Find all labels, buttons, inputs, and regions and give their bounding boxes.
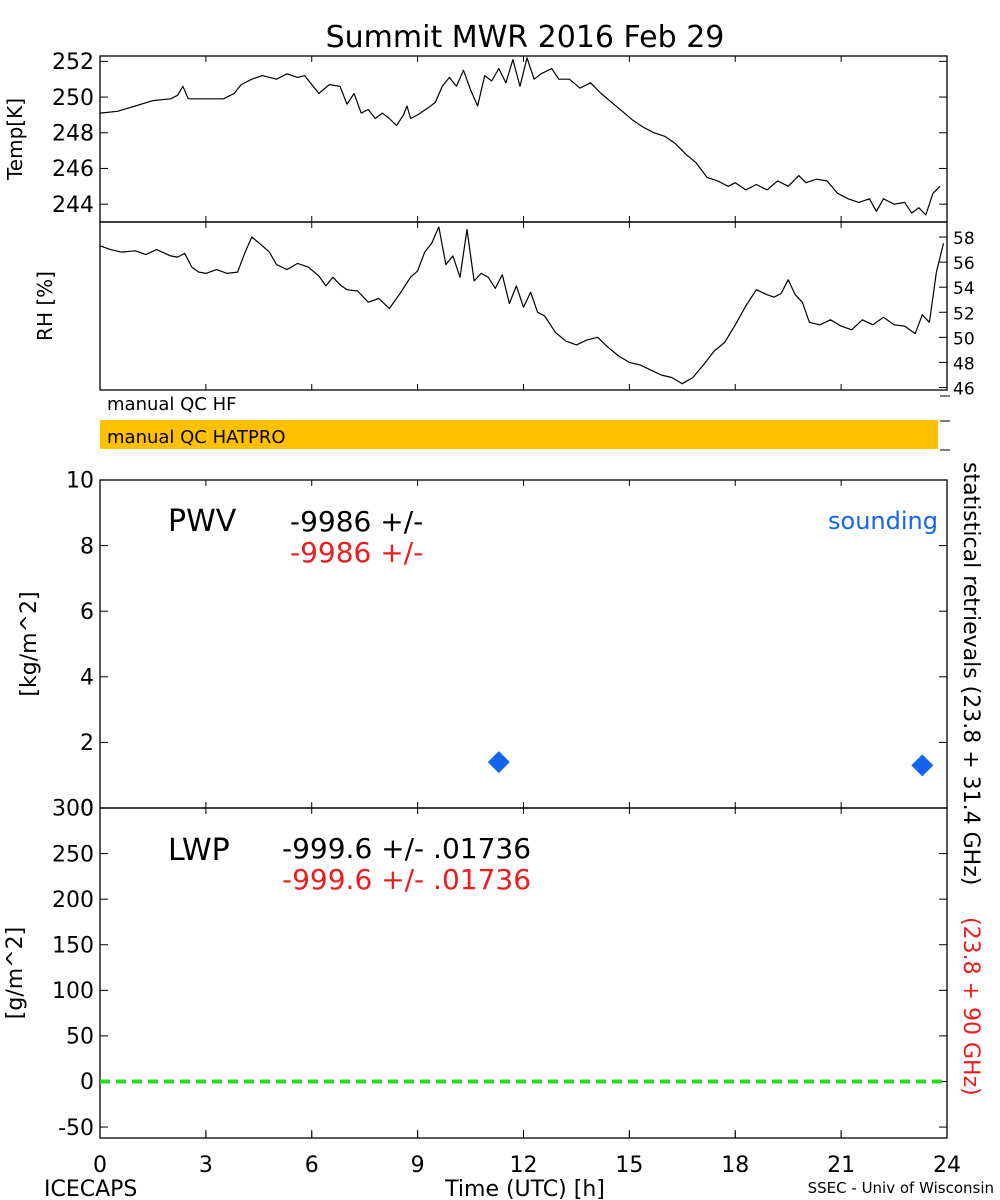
lwp-value-red: -999.6 +/- .01736: [282, 863, 531, 896]
y-tick-label: 252: [52, 50, 94, 75]
footer-right: SSEC - Univ of Wisconsin: [808, 1179, 994, 1197]
qc-label: manual QC HATPRO: [107, 427, 286, 448]
x-tick-label: 9: [411, 1153, 425, 1178]
y-tick-label: 248: [52, 121, 94, 146]
lwp-value-black: -999.6 +/- .01736: [282, 832, 531, 865]
temperature-panel: 244 246 248 250 252 Temp[K]: [3, 50, 948, 223]
pwv-value-black: -9986 +/-: [290, 505, 423, 538]
sounding-point: [487, 751, 510, 774]
x-tick-label: 18: [721, 1153, 749, 1178]
qc-bar: [100, 420, 938, 449]
y-tick-label: 250: [52, 842, 94, 867]
x-tick-label: 21: [827, 1153, 855, 1178]
y-tick-label: 50: [66, 1025, 94, 1050]
y-tick-label: 2: [80, 731, 94, 756]
y-tick-label: 10: [66, 469, 94, 494]
side-label-black: statistical retrievals (23.8 + 31.4 GHz): [958, 462, 983, 885]
y-tick-label: 200: [52, 888, 94, 913]
legend-sounding: sounding: [828, 507, 938, 535]
side-label-red: (23.8 + 90 GHz): [958, 917, 983, 1096]
y-tick-label: 48: [953, 354, 975, 374]
y-tick-label: -50: [58, 1116, 94, 1141]
x-tick-label: 0: [93, 1153, 107, 1178]
y-tick-label: 250: [52, 86, 94, 111]
y-tick-label: 300: [52, 797, 94, 822]
y-tick-label: 0: [80, 797, 94, 822]
y-tick-label: 4: [80, 666, 94, 691]
relative-humidity-series-line: [99, 226, 945, 385]
x-tick-label: 24: [933, 1153, 961, 1178]
temperature-series-line: [99, 57, 941, 216]
pwv-value-red: -9986 +/-: [290, 536, 423, 569]
relative-humidity-y-axis-label: RH [%]: [33, 271, 57, 341]
x-tick-label: 6: [305, 1153, 319, 1178]
x-tick-label: 15: [615, 1153, 643, 1178]
y-tick-label: 6: [80, 600, 94, 625]
y-tick-label: 52: [953, 304, 975, 324]
lwp-label: LWP: [168, 833, 230, 868]
qc-panel: manual QC HF manual QC HATPRO: [100, 394, 950, 451]
y-tick-label: 100: [52, 979, 94, 1004]
y-tick-label: 150: [52, 933, 94, 958]
y-tick-label: 0: [80, 1070, 94, 1095]
x-tick-label: 12: [510, 1153, 538, 1178]
temperature-frame: [99, 55, 948, 223]
y-tick-label: 58: [953, 229, 975, 249]
rh-panel: 46 48 50 52 54 56 58 RH [%]: [33, 221, 975, 399]
pwv-label: PWV: [168, 504, 237, 539]
chart-title: Summit MWR 2016 Feb 29: [326, 20, 725, 55]
sounding-point: [911, 754, 934, 777]
x-tick-label: 3: [199, 1153, 213, 1178]
y-tick-label: 50: [953, 329, 975, 349]
y-tick-label: 246: [52, 157, 94, 182]
y-tick-label: 46: [953, 379, 975, 399]
y-tick-label: 8: [80, 534, 94, 559]
y-tick-label: 244: [52, 193, 94, 218]
footer-left: ICECAPS: [44, 1177, 137, 1200]
pwv-panel: 0 2 4 6 8 10 [kg/m^2] PWV -9986 +/--9986 +/- soun…: [17, 469, 948, 822]
lwp-y-axis-label: [g/m^2]: [3, 927, 28, 1019]
x-axis-label: Time (UTC) [h]: [444, 1177, 605, 1200]
qc-label: manual QC HF: [107, 394, 236, 415]
y-tick-label: 54: [953, 279, 975, 299]
temperature-y-axis-label: Temp[K]: [3, 98, 27, 181]
y-tick-label: 56: [953, 254, 975, 274]
pwv-y-axis-label: [kg/m^2]: [17, 591, 42, 696]
